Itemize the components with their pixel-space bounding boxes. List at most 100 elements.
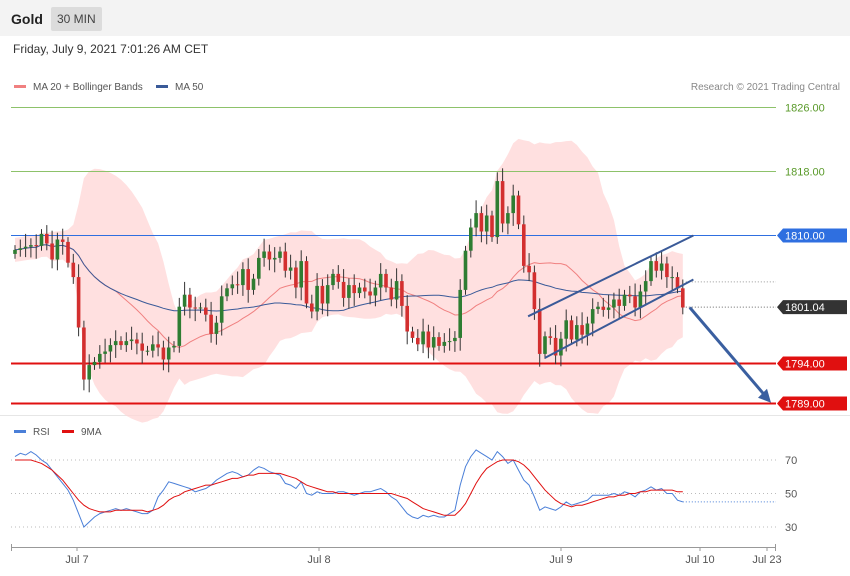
candle-body xyxy=(209,314,213,334)
candle-body xyxy=(347,285,351,298)
candle xyxy=(272,247,277,273)
candle xyxy=(378,263,383,301)
candle-body xyxy=(283,251,288,271)
candle xyxy=(511,184,515,226)
level-label: 1794.00 xyxy=(785,359,825,371)
candle xyxy=(373,280,378,307)
candle-body xyxy=(92,361,97,366)
last-price-label: 1801.04 xyxy=(785,302,825,314)
candle xyxy=(384,269,388,293)
candle-body xyxy=(384,273,388,288)
candle-body xyxy=(331,273,335,286)
candle-body xyxy=(198,307,203,309)
candle-body xyxy=(575,325,579,340)
candle xyxy=(230,275,235,296)
candle-body xyxy=(325,285,330,304)
candle-body xyxy=(606,307,611,310)
candle xyxy=(103,338,107,363)
candle xyxy=(495,172,500,244)
candle-body xyxy=(50,243,54,260)
candle xyxy=(193,296,197,322)
candle xyxy=(590,298,595,337)
candle-body xyxy=(172,345,176,348)
candle-body xyxy=(580,325,584,335)
candle-body xyxy=(29,245,33,247)
instrument-title: Gold xyxy=(11,11,43,27)
candle-body xyxy=(336,273,341,282)
candle xyxy=(124,332,129,352)
rsi-legend-swatch xyxy=(62,430,74,433)
candle xyxy=(29,238,33,258)
level-label: 1826.00 xyxy=(785,103,825,115)
candle xyxy=(394,268,399,309)
candle-body xyxy=(193,307,197,309)
candle-body xyxy=(315,285,319,312)
candle-body xyxy=(522,224,526,266)
candle-body xyxy=(416,337,420,345)
candle xyxy=(172,341,176,353)
candle xyxy=(622,289,627,311)
candle-body xyxy=(39,233,44,246)
candle xyxy=(474,200,478,237)
candle xyxy=(659,250,664,280)
candle xyxy=(177,297,182,353)
candle xyxy=(71,253,76,284)
candle xyxy=(484,204,489,245)
candle-body xyxy=(103,351,107,354)
candle-body xyxy=(453,337,457,342)
candle xyxy=(135,332,139,355)
time-axis: Jul 7 Jul 8 Jul 9 Jul 10 Jul 23 xyxy=(11,544,782,566)
candle-body xyxy=(13,249,17,254)
candle-body xyxy=(617,299,621,306)
timeframe-badge[interactable]: 30 MIN xyxy=(51,7,102,31)
candle-body xyxy=(675,277,680,289)
candle-body xyxy=(548,336,553,338)
candle xyxy=(113,330,118,358)
candle-body xyxy=(612,299,616,308)
candle-body xyxy=(219,296,224,323)
candle xyxy=(299,250,303,301)
candle xyxy=(166,336,171,373)
candle-body xyxy=(681,288,685,308)
candle xyxy=(447,328,452,351)
candle xyxy=(278,246,282,263)
candle xyxy=(665,256,669,288)
candle xyxy=(82,320,86,391)
candle xyxy=(336,265,341,289)
candle xyxy=(347,278,351,309)
candle-body xyxy=(601,306,606,310)
price-pane: 1826.00 1818.00 1810.00 1794.00 1789.00 1801.… xyxy=(11,82,847,423)
candle-body xyxy=(633,296,637,308)
candle xyxy=(341,269,346,307)
copyright: Research © 2021 Trading Central xyxy=(691,82,840,93)
candle xyxy=(405,295,409,345)
forecast-arrow xyxy=(688,306,768,398)
candle-body xyxy=(628,294,632,297)
candle-body xyxy=(341,281,346,298)
candle xyxy=(543,331,547,359)
candle xyxy=(92,357,97,370)
candle xyxy=(431,326,436,361)
candle-body xyxy=(654,261,659,271)
candle-body xyxy=(389,287,394,300)
candle-body xyxy=(177,306,182,346)
candle-body xyxy=(299,261,303,288)
time-tick-label: Jul 23 xyxy=(752,554,781,566)
candle-body xyxy=(596,306,600,310)
candle-body xyxy=(511,195,515,214)
candle xyxy=(585,316,590,346)
candle xyxy=(257,249,261,286)
timestamp: Friday, July 9, 2021 7:01:26 AM CET xyxy=(13,42,209,56)
candle-body xyxy=(98,353,102,362)
candle xyxy=(182,281,187,316)
candle xyxy=(214,315,219,345)
channel-lower-line xyxy=(544,278,694,359)
candle-body xyxy=(145,350,150,352)
candle-body xyxy=(378,273,383,288)
candle-body xyxy=(495,181,500,238)
candle-body xyxy=(559,338,563,356)
candle xyxy=(442,333,447,353)
candle-body xyxy=(484,215,489,232)
candle xyxy=(198,302,203,314)
candle xyxy=(34,234,38,259)
